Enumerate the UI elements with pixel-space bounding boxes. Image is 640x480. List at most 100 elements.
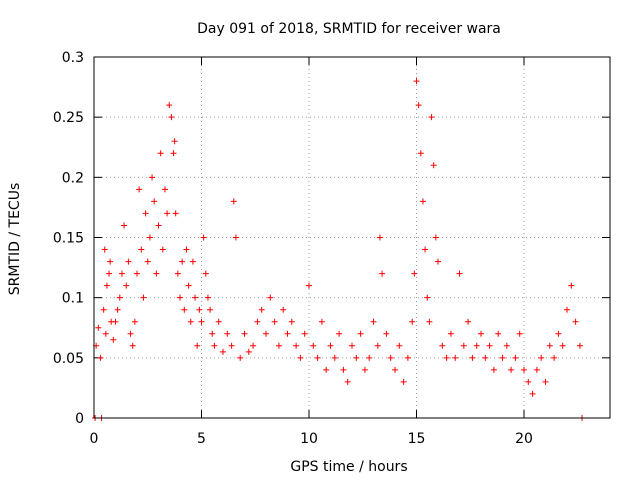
data-point	[230, 198, 237, 205]
data-point	[254, 318, 261, 325]
data-point	[116, 294, 123, 301]
data-point	[357, 330, 364, 337]
data-point	[258, 306, 265, 313]
data-point	[482, 354, 489, 361]
data-point	[546, 342, 553, 349]
data-point	[297, 354, 304, 361]
data-point	[435, 258, 441, 265]
data-point	[512, 354, 519, 361]
data-point	[241, 330, 248, 337]
data-point	[465, 318, 472, 325]
data-point	[318, 318, 325, 325]
data-point	[215, 318, 222, 325]
data-point	[114, 306, 121, 313]
data-point	[224, 330, 231, 337]
data-point	[192, 294, 199, 301]
data-point	[95, 324, 102, 331]
y-tick-label: 0.2	[62, 170, 84, 186]
data-point	[271, 318, 278, 325]
data-point	[129, 342, 136, 349]
data-point	[125, 258, 132, 265]
data-point	[478, 330, 484, 337]
data-point	[194, 342, 201, 349]
data-point	[140, 294, 147, 301]
data-point	[171, 138, 178, 145]
data-point	[97, 354, 104, 361]
data-point	[121, 222, 128, 229]
data-point	[521, 366, 527, 373]
data-point	[166, 102, 173, 109]
x-tick-label: 20	[515, 431, 533, 447]
data-point	[168, 114, 175, 121]
data-point	[142, 210, 149, 217]
data-point	[415, 102, 422, 109]
data-point	[361, 366, 368, 373]
data-point	[404, 354, 411, 361]
data-point	[275, 342, 282, 349]
data-point	[387, 354, 394, 361]
data-point	[185, 282, 192, 289]
data-point	[172, 210, 179, 217]
data-point	[379, 270, 386, 277]
data-point	[538, 354, 545, 361]
data-point	[164, 210, 171, 217]
data-point	[336, 330, 343, 337]
data-point	[490, 366, 497, 373]
data-point	[533, 366, 540, 373]
data-point	[430, 162, 437, 169]
data-point	[146, 234, 153, 241]
data-point	[267, 294, 274, 301]
data-point	[323, 366, 330, 373]
data-point	[409, 318, 416, 325]
data-point	[439, 342, 446, 349]
data-point	[495, 330, 502, 337]
data-point	[183, 246, 190, 253]
data-point	[100, 306, 107, 313]
data-point	[110, 336, 117, 343]
data-point	[503, 342, 510, 349]
data-point	[106, 270, 113, 277]
data-point	[155, 222, 162, 229]
plot-frame	[93, 56, 611, 419]
data-point	[134, 270, 140, 277]
data-point	[245, 348, 252, 355]
data-point	[473, 342, 480, 349]
data-point	[159, 246, 166, 253]
data-point	[209, 330, 216, 337]
y-tick-labels: 0 0.05 0.1 0.15 0.2 0.25 0.3	[53, 50, 84, 427]
data-point	[353, 354, 360, 361]
data-point	[572, 318, 579, 325]
data-point	[344, 378, 351, 385]
data-point	[426, 318, 433, 325]
data-point	[419, 198, 426, 205]
data-point	[237, 354, 244, 361]
data-point	[542, 378, 549, 385]
data-point	[144, 258, 151, 265]
data-point	[551, 354, 558, 361]
y-tick-label: 0.15	[53, 231, 84, 247]
data-point	[314, 354, 321, 361]
y-axis-label: SRMTID / TECUs	[7, 183, 23, 296]
data-point	[301, 330, 308, 337]
data-point	[529, 390, 536, 397]
data-point	[232, 234, 239, 241]
data-point	[103, 282, 110, 289]
data-point	[293, 342, 300, 349]
data-point	[340, 366, 347, 373]
data-point	[432, 234, 439, 241]
data-point	[508, 366, 515, 373]
data-point	[211, 342, 218, 349]
data-point	[161, 186, 168, 193]
data-point	[383, 330, 390, 337]
data-point	[469, 354, 476, 361]
data-point	[396, 342, 403, 349]
data-point	[101, 246, 108, 253]
data-point	[447, 330, 454, 337]
data-point	[516, 330, 523, 337]
axis-ticks	[93, 56, 610, 419]
data-point	[370, 318, 377, 325]
data-point	[559, 342, 566, 349]
data-point	[417, 150, 424, 157]
data-point	[452, 354, 459, 361]
data-point	[228, 342, 235, 349]
